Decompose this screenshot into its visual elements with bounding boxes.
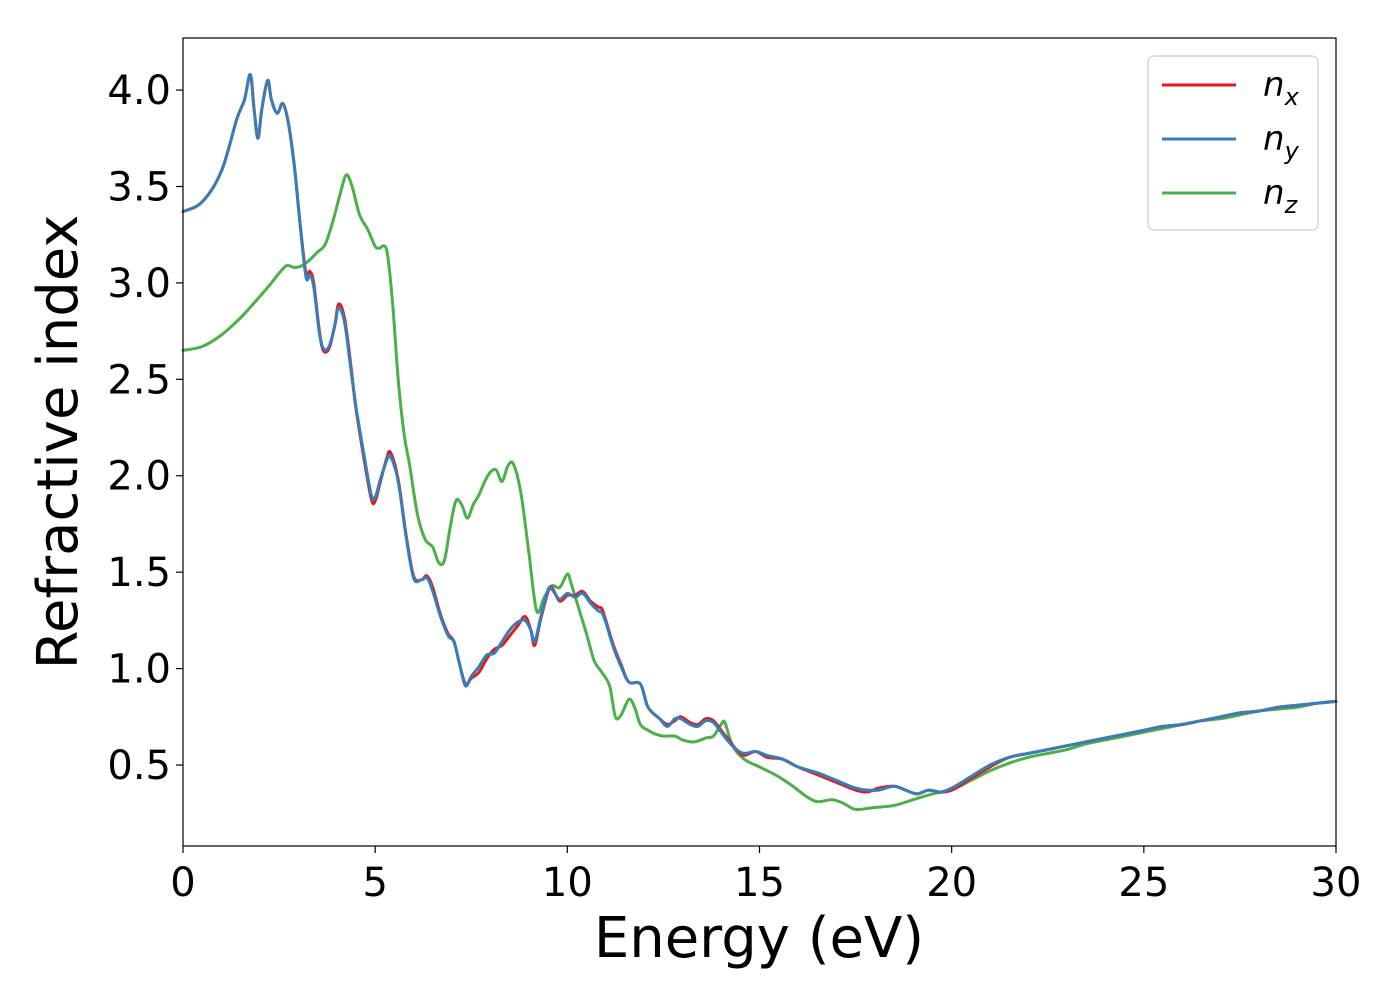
legend-label-subscript: x — [1284, 83, 1300, 111]
y-tick-label: 2.0 — [107, 454, 171, 500]
legend-label-base: n — [1263, 173, 1285, 213]
legend-frame — [1147, 55, 1319, 231]
x-axis: 0 5 10 15 20 25 30 — [170, 846, 1361, 906]
y-axis-title: Refractive index — [26, 215, 91, 670]
y-axis: 0.5 1.0 1.5 2.0 2.5 3.0 3.5 4.0 — [107, 68, 183, 789]
series-layer — [181, 73, 1338, 812]
legend-label-z: nz — [1263, 173, 1299, 219]
legend-label-base: n — [1263, 119, 1285, 159]
legend-label-base: n — [1263, 65, 1285, 105]
x-tick-label: 0 — [170, 860, 195, 906]
series-line-z — [181, 173, 1338, 812]
y-tick-label: 2.5 — [107, 357, 171, 403]
x-axis-title: Energy (eV) — [594, 906, 924, 971]
y-tick-label: 3.5 — [107, 164, 171, 210]
x-tick-label: 30 — [1311, 860, 1362, 906]
x-tick-label: 25 — [1118, 860, 1169, 906]
x-tick-label: 20 — [926, 860, 977, 906]
series-line-y — [181, 73, 1338, 796]
legend-label-subscript: z — [1284, 191, 1299, 219]
y-tick-label: 1.0 — [107, 647, 171, 693]
x-tick-label: 5 — [362, 860, 387, 906]
y-tick-label: 3.0 — [107, 261, 171, 307]
y-tick-label: 1.5 — [107, 550, 171, 596]
legend-label-subscript: y — [1284, 137, 1300, 165]
y-tick-label: 4.0 — [107, 68, 171, 114]
legend-label-x: nx — [1263, 65, 1300, 111]
x-tick-label: 15 — [734, 860, 785, 906]
x-tick-label: 10 — [542, 860, 593, 906]
legend-label-y: ny — [1263, 119, 1300, 165]
plot-area — [183, 38, 1336, 846]
y-tick-label: 0.5 — [107, 743, 171, 789]
